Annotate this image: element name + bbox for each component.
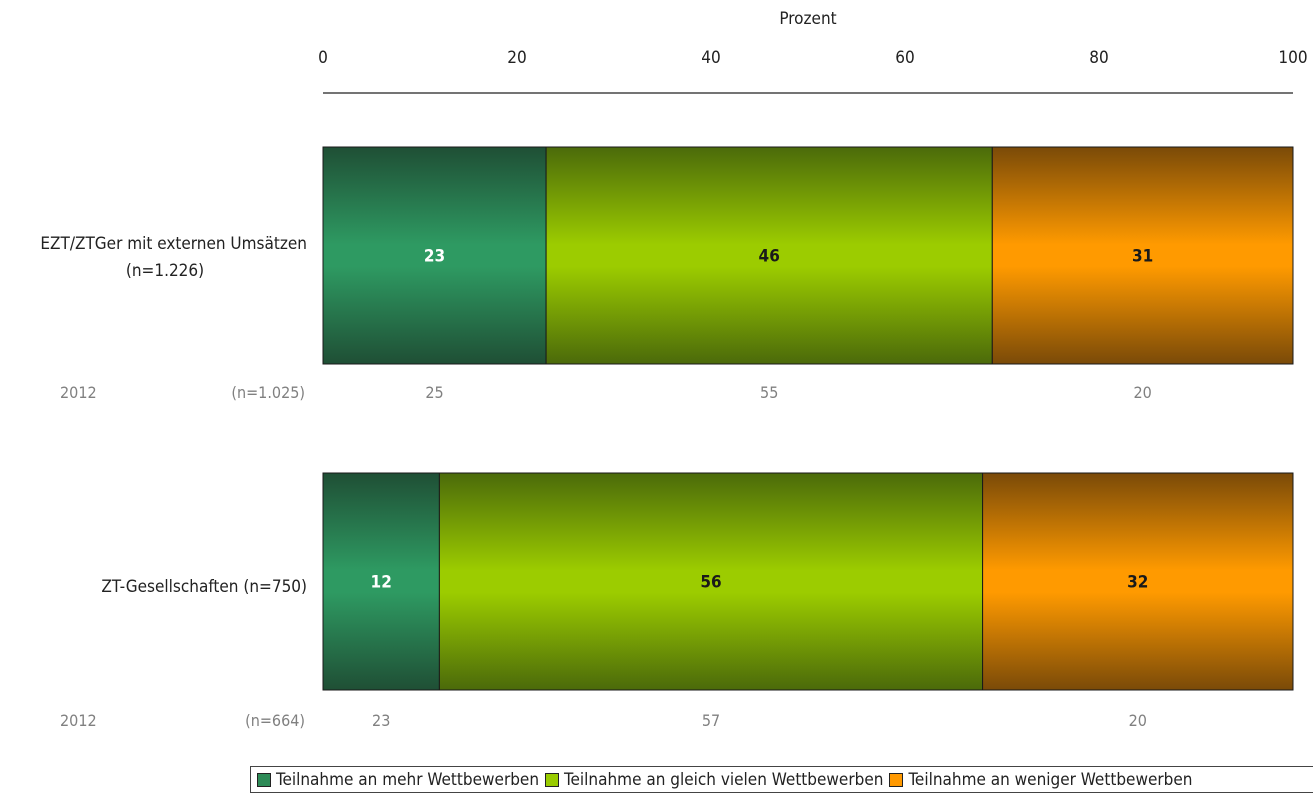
bar-value-label: 23	[424, 247, 445, 267]
bar-value-label: 46	[759, 247, 780, 267]
bar-segment	[982, 472, 1294, 691]
legend-item-gleich: Teilnahme an gleich vielen Wettbewerben	[545, 770, 883, 790]
bar-value-label: 32	[1127, 573, 1148, 593]
x-tick-label: 40	[701, 48, 720, 68]
legend: Teilnahme an mehr Wettbewerben Teilnahme…	[250, 766, 1313, 793]
x-tick-label: 100	[1278, 48, 1307, 68]
comparison-n: (n=1.025)	[231, 383, 305, 402]
x-tick-label: 0	[318, 48, 328, 68]
comparison-year: 2012	[60, 711, 97, 730]
comparison-value: 57	[702, 711, 720, 730]
comparison-value: 23	[372, 711, 390, 730]
x-axis-title: Prozent	[779, 9, 836, 29]
comparison-value: 20	[1129, 711, 1147, 730]
legend-label-gleich: Teilnahme an gleich vielen Wettbewerben	[564, 769, 884, 790]
x-tick-label: 20	[507, 48, 526, 68]
legend-label-weniger: Teilnahme an weniger Wettbewerben	[908, 769, 1193, 790]
x-axis-ticks: 0 20 40 60 80 100	[318, 48, 1307, 68]
legend-swatch-weniger	[889, 772, 904, 787]
comparison-year: 2012	[60, 383, 97, 402]
bar-value-label: 31	[1132, 247, 1153, 267]
legend-swatch-mehr	[257, 772, 271, 787]
category-label: ZT-Gesellschaften (n=750)	[101, 577, 307, 597]
bar-segment	[322, 146, 547, 365]
category-label: (n=1.226)	[126, 261, 204, 281]
legend-swatch-gleich	[545, 772, 560, 787]
bar-value-label: 12	[371, 573, 392, 593]
bar-segment	[438, 472, 984, 691]
labels-group: 23 46 31 EZT/ZTGer mit externen Umsätzen (n=…	[40, 234, 1153, 730]
comparison-value: 25	[425, 383, 443, 402]
x-tick-label: 60	[895, 48, 914, 68]
comparison-n: (n=664)	[245, 711, 305, 730]
bar-segment	[991, 146, 1294, 365]
bar-value-label: 56	[700, 573, 721, 593]
bars-group	[322, 146, 1294, 691]
comparison-value: 20	[1133, 383, 1151, 402]
x-tick-label: 80	[1089, 48, 1108, 68]
legend-item-weniger: Teilnahme an weniger Wettbewerben	[889, 770, 1192, 790]
comparison-value: 55	[760, 383, 778, 402]
legend-label-mehr: Teilnahme an mehr Wettbewerben	[276, 769, 540, 790]
legend-item-mehr: Teilnahme an mehr Wettbewerben	[257, 770, 539, 790]
category-label: EZT/ZTGer mit externen Umsätzen	[40, 234, 307, 254]
bar-segment	[545, 146, 993, 365]
